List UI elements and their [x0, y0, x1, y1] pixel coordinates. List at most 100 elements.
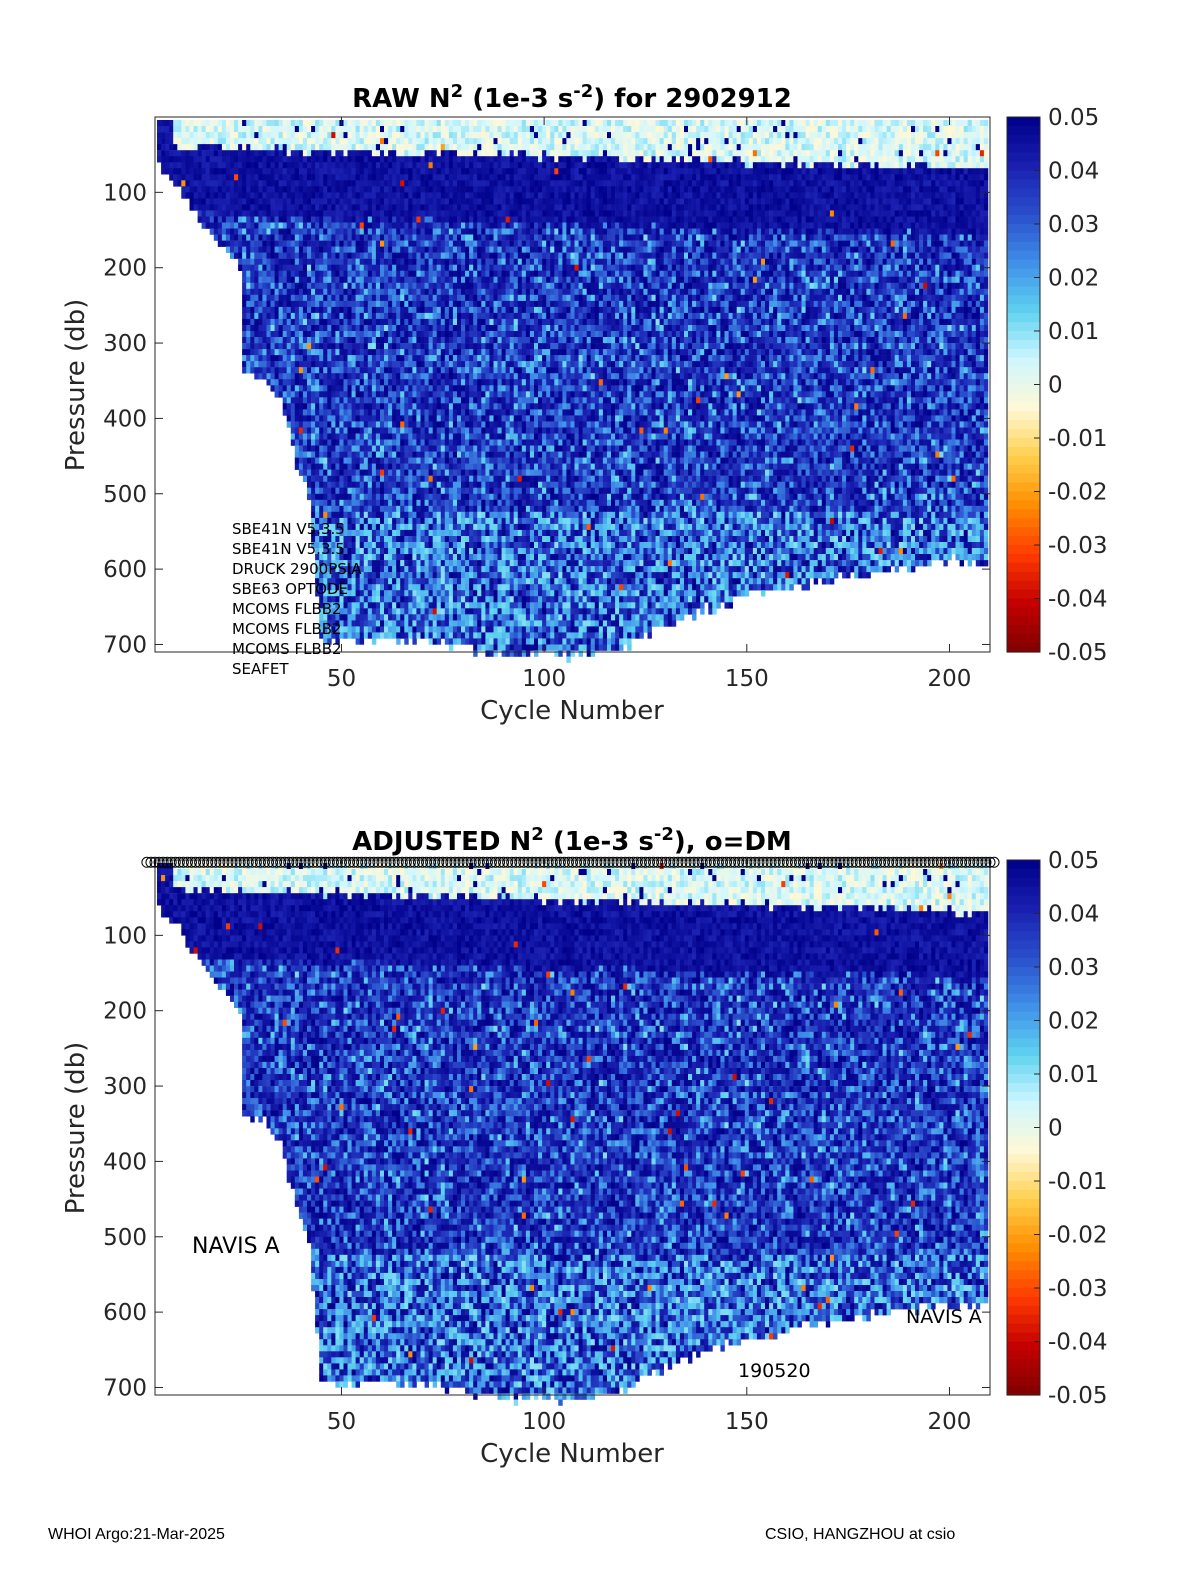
heatmap-cell — [331, 505, 336, 513]
heatmap-cell — [473, 252, 478, 259]
heatmap-cell — [416, 445, 421, 452]
heatmap-cell — [258, 156, 263, 163]
heatmap-cell — [331, 168, 336, 175]
heatmap-cell — [380, 192, 385, 199]
heatmap-cell — [335, 216, 340, 223]
heatmap-cell — [294, 216, 300, 223]
heatmap-cell — [331, 602, 336, 609]
heatmap-cell — [388, 391, 393, 398]
heatmap-cell — [266, 300, 271, 308]
heatmap-cell — [404, 554, 409, 561]
heatmap-cell — [307, 481, 312, 488]
heatmap-cell — [258, 180, 263, 187]
heatmap-cell — [400, 180, 405, 187]
heatmap-cell — [452, 602, 458, 609]
heatmap-cell — [485, 294, 490, 302]
heatmap-cell — [428, 584, 433, 591]
heatmap-cell — [436, 288, 442, 296]
heatmap-cell — [375, 554, 381, 561]
heatmap-cell — [375, 391, 381, 398]
heatmap-cell — [274, 228, 279, 235]
heatmap-cell — [375, 572, 381, 579]
heatmap-cell — [485, 529, 490, 537]
heatmap-cell — [473, 421, 478, 428]
heatmap-cell — [250, 331, 255, 338]
heatmap-cell — [347, 367, 352, 374]
heatmap-cell — [266, 337, 271, 344]
heatmap-cell — [448, 511, 454, 519]
heatmap-cell — [258, 120, 263, 127]
heatmap-cell — [298, 162, 304, 169]
heatmap-cell — [307, 361, 312, 368]
heatmap-cell — [424, 578, 429, 585]
heatmap-cell — [278, 144, 283, 151]
heatmap-cell — [477, 397, 482, 404]
heatmap-cell — [481, 222, 486, 229]
heatmap-cell — [217, 138, 223, 145]
heatmap-cell — [473, 542, 478, 549]
heatmap-cell — [323, 120, 328, 127]
heatmap-cell — [335, 638, 340, 645]
heatmap-cell — [392, 469, 397, 476]
heatmap-cell — [311, 361, 316, 368]
heatmap-cell — [465, 475, 470, 482]
heatmap-cell — [452, 168, 458, 175]
heatmap-cell — [485, 644, 490, 651]
heatmap-cell — [461, 421, 466, 428]
heatmap-cell — [412, 638, 417, 645]
heatmap-cell — [465, 168, 470, 175]
heatmap-cell — [404, 367, 409, 374]
heatmap-cell — [396, 638, 401, 645]
heatmap-cell — [412, 626, 417, 633]
heatmap-cell — [286, 331, 292, 338]
heatmap-cell — [465, 499, 470, 507]
heatmap-cell — [380, 162, 385, 169]
heatmap-cell — [412, 174, 417, 181]
heatmap-cell — [432, 144, 438, 151]
heatmap-cell — [363, 325, 369, 332]
heatmap-cell — [420, 614, 425, 621]
heatmap-cell — [294, 204, 300, 211]
heatmap-cell — [416, 626, 421, 633]
heatmap-cell — [440, 463, 446, 470]
heatmap-cell — [335, 180, 340, 187]
heatmap-cell — [396, 258, 401, 265]
heatmap-cell — [388, 560, 393, 567]
heatmap-cell — [384, 361, 389, 368]
heatmap-cell — [282, 379, 288, 386]
heatmap-cell — [380, 536, 385, 543]
heatmap-cell — [327, 590, 332, 597]
heatmap-cell — [302, 463, 308, 470]
heatmap-cell — [408, 560, 413, 567]
heatmap-cell — [298, 361, 304, 368]
heatmap-cell — [367, 566, 373, 573]
heatmap-cell — [420, 578, 425, 585]
heatmap-cell — [363, 180, 369, 187]
heatmap-cell — [201, 180, 206, 187]
heatmap-cell — [371, 120, 377, 127]
heatmap-cell — [274, 234, 279, 241]
heatmap-cell — [343, 487, 348, 494]
heatmap-cell — [416, 150, 421, 157]
heatmap-cell — [274, 186, 279, 193]
heatmap-cell — [440, 385, 446, 392]
heatmap-cell — [408, 554, 413, 561]
heatmap-cell — [367, 120, 373, 127]
heatmap-cell — [359, 554, 365, 561]
heatmap-cell — [412, 403, 417, 410]
heatmap-cell — [392, 343, 397, 350]
heatmap-cell — [311, 318, 316, 326]
heatmap-cell — [408, 258, 413, 265]
heatmap-cell — [319, 234, 324, 241]
heatmap-cell — [331, 445, 336, 452]
heatmap-cell — [444, 282, 450, 290]
heatmap-cell — [420, 415, 425, 422]
heatmap-cell — [477, 312, 482, 320]
heatmap-cell — [416, 451, 421, 458]
heatmap-cell — [489, 264, 494, 271]
heatmap-cell — [359, 391, 365, 398]
heatmap-cell — [375, 373, 381, 380]
heatmap-cell — [371, 475, 377, 482]
heatmap-cell — [298, 397, 304, 404]
heatmap-cell — [347, 596, 352, 603]
